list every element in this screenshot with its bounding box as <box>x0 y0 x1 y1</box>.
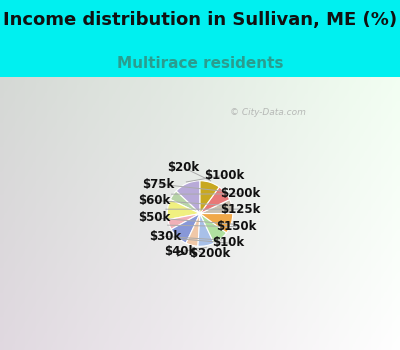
Text: $40k: $40k <box>164 245 196 258</box>
Wedge shape <box>200 187 230 214</box>
Text: $75k: $75k <box>142 177 175 190</box>
Text: $20k: $20k <box>168 161 200 174</box>
Text: $30k: $30k <box>149 230 181 243</box>
Text: $150k: $150k <box>216 220 256 233</box>
Text: $200k: $200k <box>220 187 260 200</box>
Wedge shape <box>200 214 233 233</box>
Wedge shape <box>200 199 233 213</box>
Text: Multirace residents: Multirace residents <box>117 56 283 71</box>
Wedge shape <box>198 214 214 246</box>
Text: > $200k: > $200k <box>176 247 230 260</box>
Text: $100k: $100k <box>204 169 244 182</box>
Wedge shape <box>176 181 200 214</box>
Text: $50k: $50k <box>138 211 170 224</box>
Text: $60k: $60k <box>138 194 170 207</box>
Wedge shape <box>170 191 200 214</box>
Wedge shape <box>200 181 219 214</box>
Wedge shape <box>186 214 200 246</box>
Text: © City-Data.com: © City-Data.com <box>230 108 306 117</box>
Wedge shape <box>168 214 200 229</box>
Text: $125k: $125k <box>220 203 260 216</box>
Text: $10k: $10k <box>212 237 244 250</box>
Wedge shape <box>200 214 226 243</box>
Text: Income distribution in Sullivan, ME (%): Income distribution in Sullivan, ME (%) <box>3 10 397 28</box>
Wedge shape <box>171 214 200 243</box>
Wedge shape <box>167 199 200 220</box>
